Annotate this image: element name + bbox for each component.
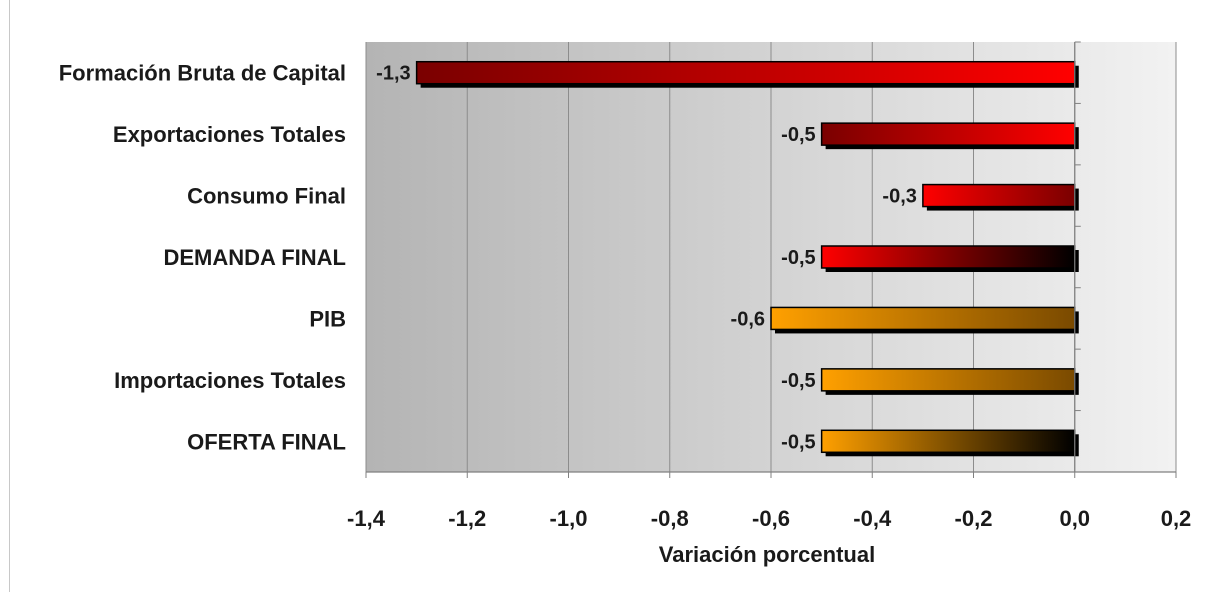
data-label: -0,6	[731, 308, 765, 330]
category-label: PIB	[309, 306, 346, 331]
category-label: Formación Bruta de Capital	[59, 61, 346, 86]
category-label: Consumo Final	[187, 184, 346, 209]
category-label: Exportaciones Totales	[113, 122, 346, 147]
data-label: -0,5	[781, 370, 815, 392]
x-tick-label: 0,0	[1059, 506, 1090, 531]
bar	[820, 122, 1076, 146]
category-labels: Formación Bruta de Capital Exportaciones …	[59, 61, 346, 455]
category-label: Importaciones Totales	[114, 368, 346, 393]
bar	[820, 368, 1076, 392]
bar	[770, 306, 1076, 331]
frame-border	[9, 0, 10, 592]
axes	[365, 41, 1177, 478]
data-labels: -1,3 -0,5 -0,3 -0,5 -0,6 -0,5 -0,5	[376, 63, 917, 454]
bar	[820, 245, 1076, 269]
category-label: OFERTA FINAL	[187, 429, 346, 454]
x-tick-label: -0,6	[752, 506, 790, 531]
x-tick-label: -0,4	[853, 506, 892, 531]
x-tick-label: -1,0	[550, 506, 588, 531]
data-label: -0,5	[781, 247, 815, 269]
data-label: -0,5	[781, 124, 815, 146]
x-tick-label: -0,8	[651, 506, 689, 531]
x-axis-title: Variación porcentual	[659, 542, 875, 567]
x-tick-label: -1,2	[448, 506, 486, 531]
x-tick-label: 0,2	[1161, 506, 1192, 531]
data-label: -0,3	[882, 186, 916, 208]
bar	[922, 183, 1076, 208]
x-tick-label: -1,4	[347, 506, 386, 531]
tick-labels: -1,4 -1,2 -1,0 -0,8 -0,6 -0,4 -0,2 0,0 0,2	[347, 506, 1191, 531]
x-tick-label: -0,2	[955, 506, 993, 531]
bar	[820, 429, 1076, 454]
category-label: DEMANDA FINAL	[164, 245, 347, 270]
bar	[415, 60, 1076, 85]
bars	[415, 60, 1079, 457]
data-label: -1,3	[376, 63, 410, 85]
data-label: -0,5	[781, 431, 815, 453]
